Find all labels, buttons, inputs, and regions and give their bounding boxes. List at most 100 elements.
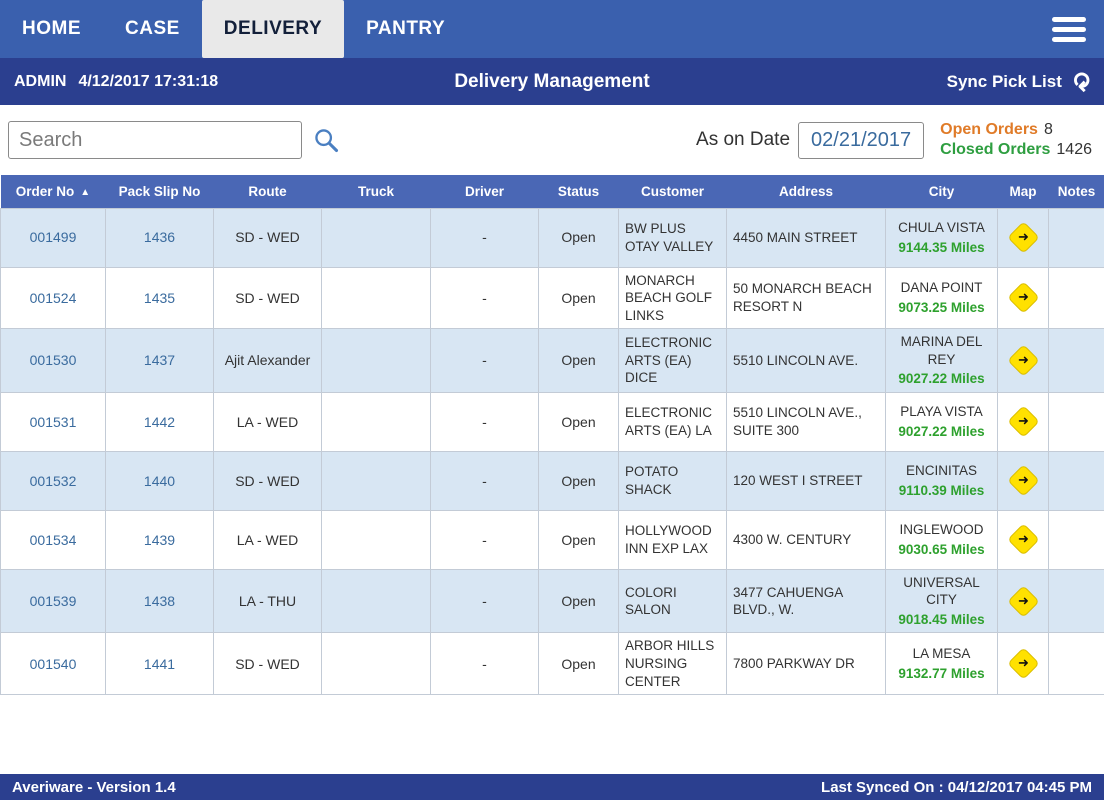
order-no-cell: 001534 bbox=[0, 509, 106, 570]
tab-case[interactable]: CASE bbox=[125, 18, 180, 39]
tab-delivery[interactable]: DELIVERY bbox=[201, 0, 345, 58]
column-header-customer[interactable]: Customer bbox=[618, 175, 727, 208]
notes-cell[interactable] bbox=[1048, 450, 1104, 511]
map-directions-icon[interactable]: ➜ bbox=[1006, 221, 1040, 254]
address-cell: 4300 W. CENTURY bbox=[726, 509, 886, 570]
table-row: 001499 1436 SD - WED - Open BW PLUS OTAY VALL… bbox=[0, 207, 1104, 268]
as-on-date-input[interactable]: 02/21/2017 bbox=[798, 121, 925, 159]
notes-cell[interactable] bbox=[1048, 509, 1104, 570]
status-cell: Open bbox=[538, 266, 619, 330]
sort-asc-icon: ▲ bbox=[80, 186, 91, 198]
open-orders-label: Open Orders bbox=[940, 121, 1038, 138]
order-no-cell: 001531 bbox=[0, 391, 106, 452]
column-header-city[interactable]: City bbox=[885, 175, 998, 208]
driver-cell: - bbox=[430, 328, 539, 393]
notes-cell[interactable] bbox=[1048, 207, 1104, 268]
header-datetime: 4/12/2017 17:31:18 bbox=[78, 72, 219, 90]
pack-slip-link[interactable]: 1441 bbox=[143, 655, 176, 672]
top-nav: HOME CASE DELIVERY PANTRY bbox=[0, 0, 1104, 58]
tab-home[interactable]: HOME bbox=[22, 18, 81, 39]
notes-cell[interactable] bbox=[1048, 266, 1104, 330]
notes-cell[interactable] bbox=[1048, 391, 1104, 452]
sync-pick-list-button[interactable]: Sync Pick List ⟳ bbox=[947, 70, 1094, 94]
pack-slip-link[interactable]: 1438 bbox=[143, 593, 176, 609]
map-directions-icon[interactable]: ➜ bbox=[1006, 647, 1040, 680]
map-directions-icon[interactable]: ➜ bbox=[1006, 405, 1040, 439]
orders-summary: Open Orders 8 Closed Orders 1426 bbox=[940, 121, 1092, 159]
column-header-order[interactable]: Order No ▲ bbox=[0, 175, 106, 208]
city-name: PLAYA VISTA bbox=[900, 404, 983, 420]
order-no-cell: 001539 bbox=[0, 568, 106, 634]
map-cell: ➜ bbox=[997, 328, 1049, 393]
pack-slip-cell: 1435 bbox=[105, 266, 214, 330]
column-header-route[interactable]: Route bbox=[213, 175, 322, 208]
map-arrow-glyph: ➜ bbox=[1017, 531, 1029, 547]
address-cell: 4450 MAIN STREET bbox=[726, 207, 886, 268]
column-header-label: Customer bbox=[640, 183, 704, 199]
pack-slip-link[interactable]: 1435 bbox=[143, 289, 176, 306]
search-input[interactable] bbox=[8, 121, 302, 159]
address-cell: 120 WEST I STREET bbox=[726, 450, 886, 511]
order-no-link[interactable]: 001540 bbox=[29, 655, 77, 672]
driver-cell: - bbox=[430, 632, 539, 696]
as-on-date-group: As on Date 02/21/2017 bbox=[696, 121, 925, 159]
menu-button[interactable] bbox=[1034, 0, 1104, 58]
column-header-map[interactable]: Map bbox=[997, 175, 1049, 208]
session-info: ADMIN 4/12/2017 17:31:18 bbox=[14, 73, 218, 91]
city-cell: PLAYA VISTA 9027.22 Miles bbox=[885, 391, 998, 452]
status-cell: Open bbox=[538, 568, 619, 634]
order-no-cell: 001524 bbox=[0, 266, 106, 330]
order-no-link[interactable]: 001524 bbox=[29, 289, 77, 306]
order-no-link[interactable]: 001539 bbox=[29, 593, 77, 609]
pack-slip-cell: 1437 bbox=[105, 328, 214, 393]
order-no-cell: 001499 bbox=[0, 207, 106, 268]
pack-slip-link[interactable]: 1440 bbox=[143, 472, 176, 489]
pack-slip-link[interactable]: 1439 bbox=[143, 531, 176, 548]
notes-cell[interactable] bbox=[1048, 632, 1104, 696]
status-cell: Open bbox=[538, 328, 619, 393]
map-directions-icon[interactable]: ➜ bbox=[1006, 523, 1040, 557]
column-header-notes[interactable]: Notes bbox=[1048, 175, 1104, 208]
search-icon[interactable] bbox=[312, 126, 340, 154]
map-directions-icon[interactable]: ➜ bbox=[1006, 281, 1040, 315]
map-directions-icon[interactable]: ➜ bbox=[1006, 464, 1040, 498]
tab-pantry[interactable]: PANTRY bbox=[366, 18, 446, 39]
notes-cell[interactable] bbox=[1048, 568, 1104, 634]
order-no-link[interactable]: 001499 bbox=[29, 229, 77, 246]
driver-cell: - bbox=[430, 568, 539, 634]
city-name: MARINA DEL REY bbox=[900, 334, 983, 367]
pack-slip-link[interactable]: 1436 bbox=[143, 229, 176, 246]
notes-cell[interactable] bbox=[1048, 328, 1104, 393]
order-no-link[interactable]: 001530 bbox=[29, 352, 77, 369]
customer-cell: COLORI SALON bbox=[618, 568, 727, 634]
orders-table: Order No ▲ Pack Slip No Route Truck Driver Sta… bbox=[0, 175, 1104, 696]
truck-cell bbox=[321, 207, 431, 268]
map-arrow-glyph: ➜ bbox=[1017, 592, 1029, 608]
table-header-row: Order No ▲ Pack Slip No Route Truck Driver Sta… bbox=[0, 175, 1104, 208]
open-orders-count: 8 bbox=[1043, 121, 1053, 138]
truck-cell bbox=[321, 391, 431, 452]
column-header-driver[interactable]: Driver bbox=[430, 175, 539, 208]
route-cell: LA - WED bbox=[213, 391, 322, 452]
pack-slip-link[interactable]: 1442 bbox=[143, 413, 176, 430]
map-arrow-glyph: ➜ bbox=[1017, 352, 1029, 367]
order-no-link[interactable]: 001531 bbox=[29, 413, 77, 430]
column-header-pack[interactable]: Pack Slip No bbox=[105, 175, 214, 208]
map-cell: ➜ bbox=[997, 207, 1049, 268]
truck-cell bbox=[321, 450, 431, 511]
order-no-cell: 001532 bbox=[0, 450, 106, 511]
order-no-link[interactable]: 001534 bbox=[29, 531, 77, 548]
column-header-truck[interactable]: Truck bbox=[321, 175, 431, 208]
route-cell: SD - WED bbox=[213, 207, 322, 268]
column-header-label: Driver bbox=[464, 183, 505, 199]
column-header-status[interactable]: Status bbox=[538, 175, 619, 208]
column-header-label: Route bbox=[248, 183, 287, 199]
map-directions-icon[interactable]: ➜ bbox=[1006, 584, 1040, 618]
pack-slip-link[interactable]: 1437 bbox=[143, 352, 176, 369]
order-no-link[interactable]: 001532 bbox=[29, 472, 77, 489]
column-header-address[interactable]: Address bbox=[726, 175, 886, 208]
route-cell: SD - WED bbox=[213, 266, 322, 330]
map-cell: ➜ bbox=[997, 391, 1049, 452]
driver-cell: - bbox=[430, 391, 539, 452]
map-directions-icon[interactable]: ➜ bbox=[1006, 344, 1040, 377]
